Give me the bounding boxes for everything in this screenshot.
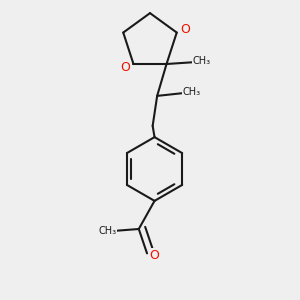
Text: CH₃: CH₃ [183,87,201,97]
Text: CH₃: CH₃ [192,56,211,66]
Text: O: O [120,61,130,74]
Text: CH₃: CH₃ [99,226,117,236]
Text: O: O [180,23,190,36]
Text: O: O [149,249,159,262]
